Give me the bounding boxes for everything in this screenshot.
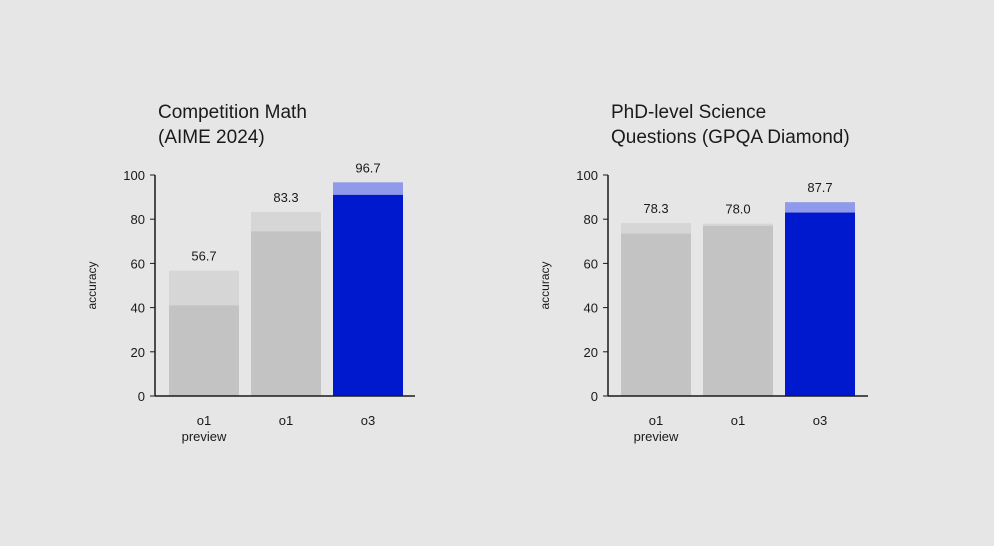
x-tick-label: preview	[634, 429, 679, 444]
y-tick-label: 60	[131, 256, 145, 271]
y-axis-title: accuracy	[538, 261, 552, 309]
data-label: 83.3	[273, 190, 298, 205]
aime-bar-chart: 56.7o1preview83.3o196.7o3020406080100acc…	[85, 160, 415, 444]
y-tick-label: 20	[131, 345, 145, 360]
data-label: 78.0	[725, 202, 750, 217]
y-tick-label: 60	[584, 256, 598, 271]
x-tick-label: o3	[361, 413, 375, 428]
bar-base	[169, 305, 239, 396]
y-tick-label: 40	[584, 301, 598, 316]
x-tick-label: o3	[813, 413, 827, 428]
bar-base	[621, 233, 691, 396]
bar-base	[703, 225, 773, 396]
y-tick-label: 100	[123, 168, 145, 183]
y-axis-title: accuracy	[85, 261, 99, 309]
y-tick-label: 0	[138, 389, 145, 404]
bar-base	[251, 231, 321, 396]
x-tick-label: o1	[731, 413, 745, 428]
data-label: 96.7	[355, 160, 380, 175]
chart-title-line: PhD-level Science	[611, 102, 767, 123]
chart-title: PhD-level Science Questions (GPQA Diamon…	[611, 100, 911, 150]
y-tick-label: 20	[584, 345, 598, 360]
bar-base	[333, 194, 403, 396]
gpqa-bar-chart: 78.3o1preview78.0o187.7o3020406080100acc…	[538, 168, 868, 444]
chart-title-line: Competition Math	[158, 102, 307, 123]
data-label: 56.7	[191, 249, 216, 264]
x-tick-label: o1	[279, 413, 293, 428]
x-tick-label: o1	[197, 413, 211, 428]
chart-title-line: Questions (GPQA Diamond)	[611, 127, 850, 148]
bar-base	[785, 212, 855, 396]
y-tick-label: 80	[131, 212, 145, 227]
chart-panel-gpqa: PhD-level Science Questions (GPQA Diamon…	[497, 0, 994, 546]
data-label: 87.7	[807, 180, 832, 195]
y-tick-label: 80	[584, 212, 598, 227]
y-tick-label: 0	[591, 389, 598, 404]
chart-title-line: (AIME 2024)	[158, 127, 265, 148]
chart-title: Competition Math (AIME 2024)	[158, 100, 458, 150]
chart-panel-aime: Competition Math (AIME 2024) 56.7 o1 previ…	[85, 100, 458, 444]
data-label: 78.3	[643, 201, 668, 216]
y-tick-label: 100	[576, 168, 598, 183]
x-tick-label: preview	[182, 429, 227, 444]
x-tick-label: o1	[649, 413, 663, 428]
y-tick-label: 40	[131, 301, 145, 316]
